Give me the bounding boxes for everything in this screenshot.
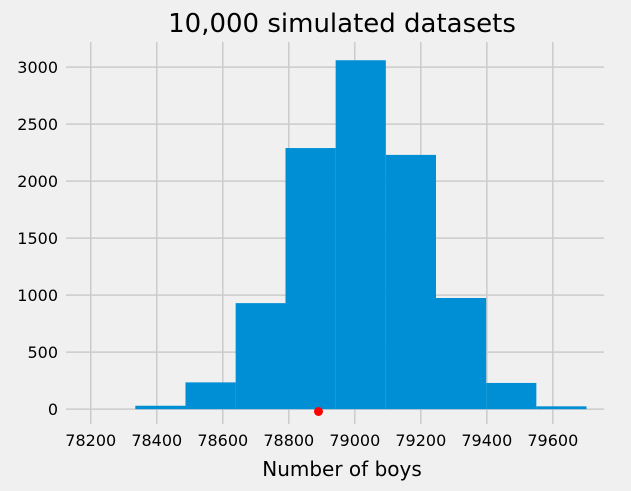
y-tick-label: 0 xyxy=(48,400,58,419)
histogram-bar-7 xyxy=(435,297,487,410)
histogram-bar-1 xyxy=(135,405,186,410)
histogram-bar-2 xyxy=(185,382,236,410)
chart-title: 10,000 simulated datasets xyxy=(168,9,516,39)
x-tick-labels: 78200 78400 78600 78800 79000 79200 79400 79600 xyxy=(65,431,578,450)
histogram-bars xyxy=(135,60,587,410)
y-tick-label: 3000 xyxy=(17,58,58,77)
x-tick-label: 79600 xyxy=(527,431,578,450)
observed-value-point xyxy=(313,406,323,416)
x-tick-label: 78800 xyxy=(263,431,314,450)
x-tick-label: 79200 xyxy=(395,431,446,450)
histogram-bar-4 xyxy=(285,148,336,410)
y-tick-label: 2000 xyxy=(17,172,58,191)
y-tick-label: 1000 xyxy=(17,286,58,305)
x-axis-label: Number of boys xyxy=(262,457,422,481)
x-tick-label: 78400 xyxy=(131,431,182,450)
x-tick-label: 78200 xyxy=(65,431,116,450)
histogram-bar-3 xyxy=(235,303,286,410)
y-tick-label: 1500 xyxy=(17,229,58,248)
histogram-bar-6 xyxy=(385,154,436,410)
y-tick-label: 500 xyxy=(27,343,58,362)
x-tick-label: 79400 xyxy=(461,431,512,450)
histogram-bar-8 xyxy=(486,382,537,410)
histogram-bar-5 xyxy=(335,60,386,410)
x-tick-label: 79000 xyxy=(329,431,380,450)
histogram-bar-9 xyxy=(536,406,587,410)
x-tick-label: 78600 xyxy=(197,431,248,450)
y-tick-labels: 0 500 1000 1500 2000 2500 3000 xyxy=(17,58,58,419)
observed-points xyxy=(313,406,323,416)
y-tick-label: 2500 xyxy=(17,115,58,134)
